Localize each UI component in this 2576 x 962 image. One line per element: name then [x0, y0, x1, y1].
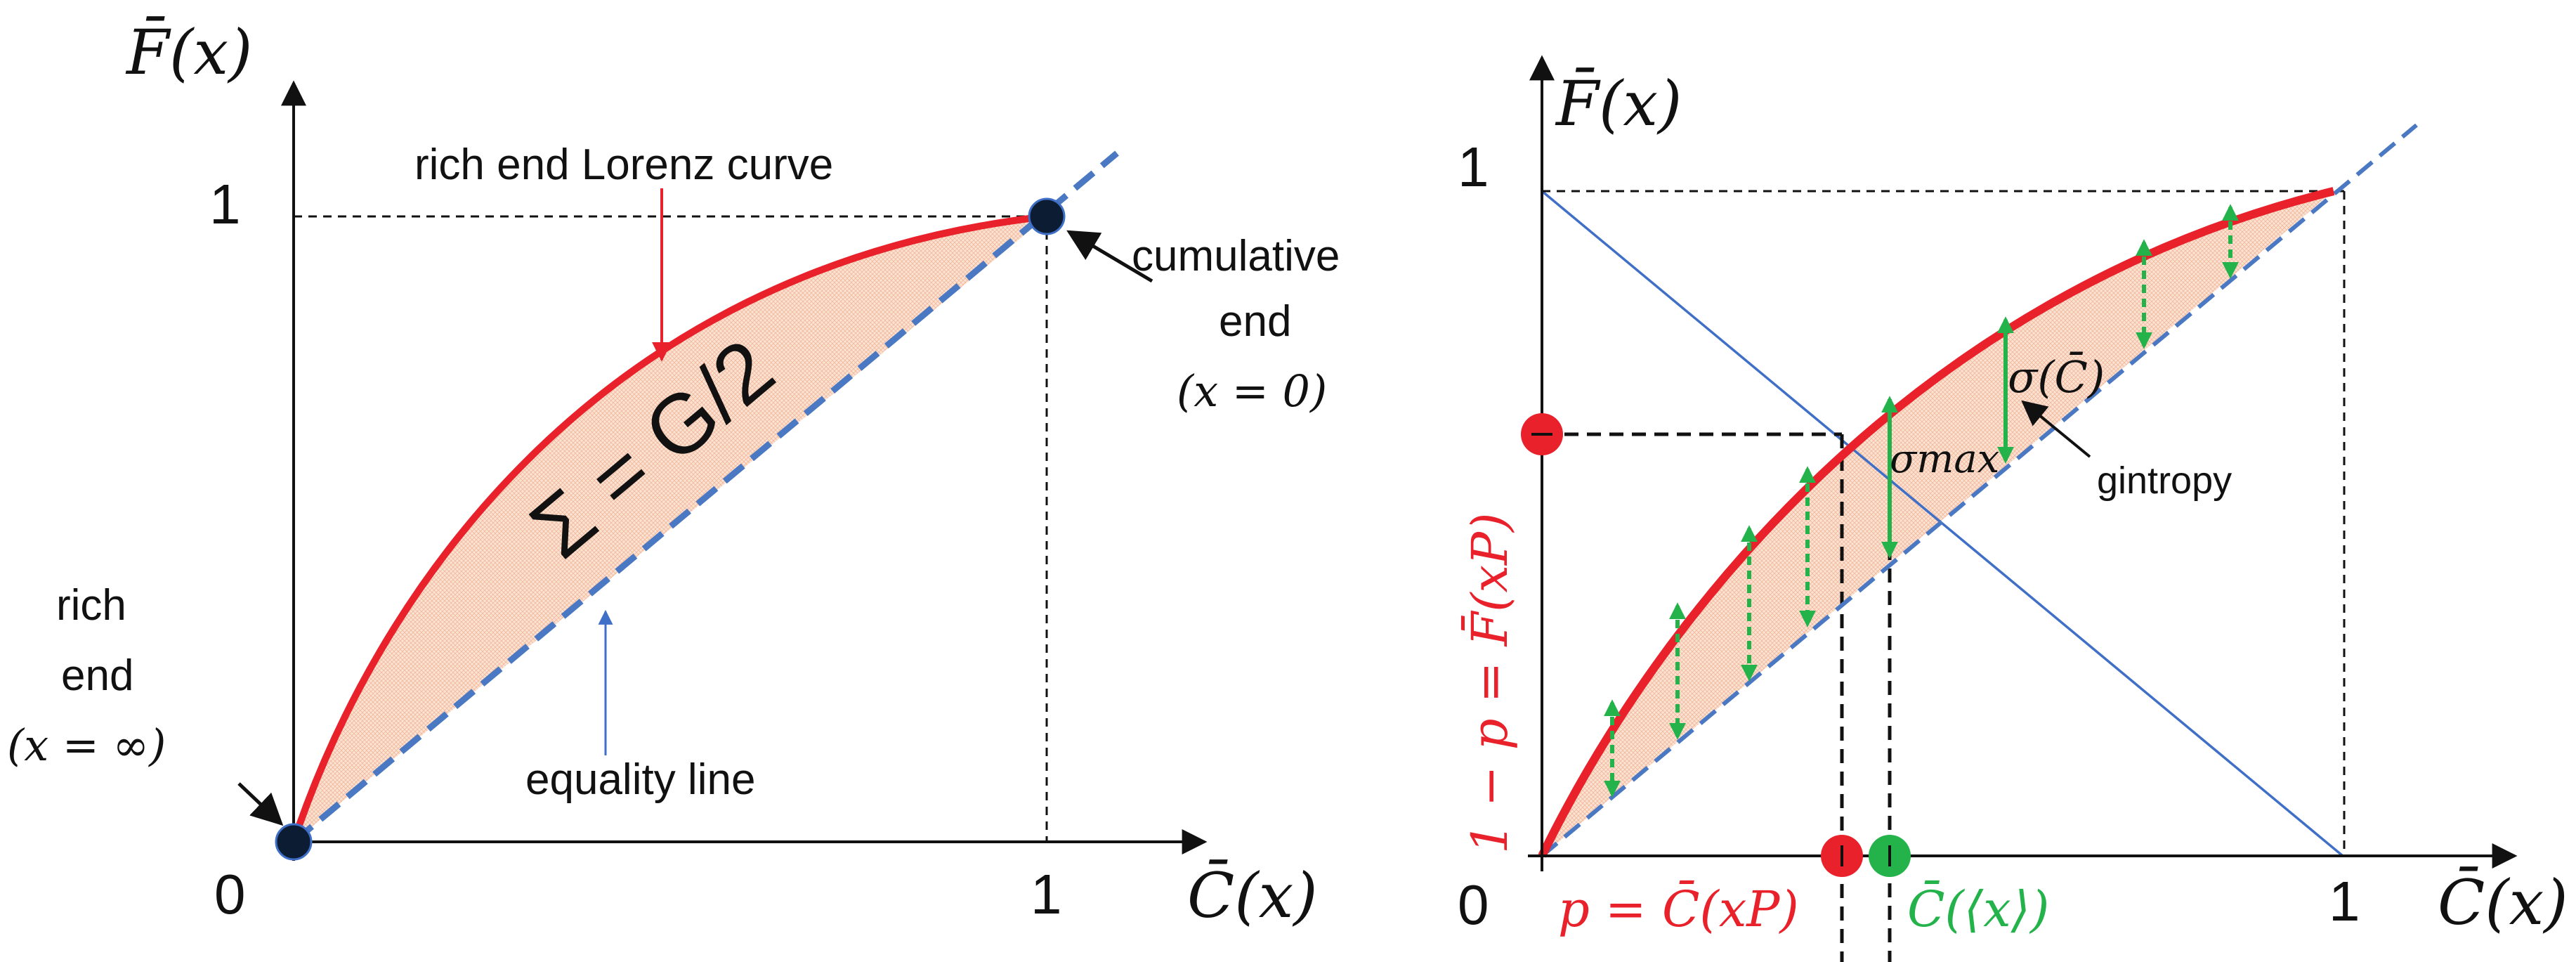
right-sigma-max-label: σmax	[1890, 436, 1999, 482]
right-panel: F̄(x) C̄(x) 0 1 1 σ(C̄) σmax gintropy 1 …	[1458, 55, 2568, 962]
left-x-axis-label: C̄(x)	[1187, 859, 1318, 932]
cumulative-end-line1: cumulative	[1132, 232, 1340, 280]
right-y-tick-1: 1	[1458, 136, 1489, 198]
left-rich-end-arrow	[237, 782, 284, 826]
cumulative-end-line3: (x = 0)	[1177, 365, 1327, 417]
left-x-tick-1: 1	[1031, 863, 1062, 925]
left-rich-end-label: rich end (x = ∞)	[7, 581, 166, 771]
left-cumulative-end-label: cumulative end (x = 0)	[1132, 232, 1340, 417]
left-y-tick-1: 1	[209, 173, 241, 235]
right-vertical-label: 1 − p = F̄(xP)	[1460, 513, 1519, 854]
left-panel: F̄(x) C̄(x) 0 1 1 rich end Lorenz curve …	[7, 16, 1340, 932]
left-gini-area	[294, 216, 1047, 842]
left-origin-label: 0	[214, 863, 246, 925]
left-lorenz-curve	[290, 213, 1047, 843]
right-mean-label: C̄(⟨x⟩)	[1907, 880, 2049, 938]
left-curve-label: rich end Lorenz curve	[414, 141, 833, 189]
left-cumulative-end-point	[1028, 197, 1066, 235]
left-cumulative-end-arrow	[1066, 230, 1153, 283]
right-gintropy-pointer	[2021, 400, 2091, 458]
right-equality-line	[1541, 123, 2418, 858]
right-y-axis-label: F̄(x)	[1555, 67, 1682, 140]
right-origin-label: 0	[1458, 873, 1489, 936]
right-gintropy-arrows	[1604, 204, 2239, 798]
rich-end-line1: rich	[56, 581, 126, 630]
right-p-label: p = C̄(xP)	[1558, 880, 1799, 938]
left-equality-label: equality line	[525, 755, 755, 804]
left-equality-line	[292, 150, 1119, 845]
right-x-tick-1: 1	[2329, 870, 2360, 932]
right-lorenz-curve	[1538, 187, 2335, 858]
rich-end-line3: (x = ∞)	[7, 720, 166, 771]
right-x-axis-label: C̄(x)	[2438, 866, 2568, 939]
left-y-axis-label: F̄(x)	[125, 16, 252, 89]
cumulative-end-line2: end	[1219, 297, 1291, 346]
right-sigma-c-label: σ(C̄)	[2008, 351, 2105, 403]
left-rich-end-point	[275, 823, 313, 861]
rich-end-line2: end	[61, 651, 133, 700]
right-gintropy-label: gintropy	[2097, 460, 2232, 502]
